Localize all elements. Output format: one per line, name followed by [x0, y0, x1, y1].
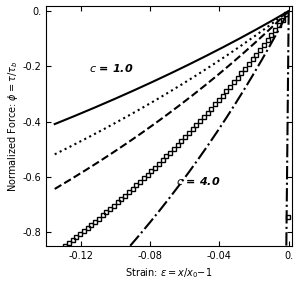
Y-axis label: Normalized Force: $\phi$$=$$\tau/\tau_b$: Normalized Force: $\phi$$=$$\tau/\tau_b$	[6, 60, 19, 192]
Text: $c$ = 1.0: $c$ = 1.0	[89, 62, 134, 74]
Text: $c$ = 4.0: $c$ = 4.0	[176, 175, 221, 187]
X-axis label: Strain: $\epsilon$$=$$x/x_0$$-$1: Strain: $\epsilon$$=$$x/x_0$$-$1	[125, 267, 213, 281]
